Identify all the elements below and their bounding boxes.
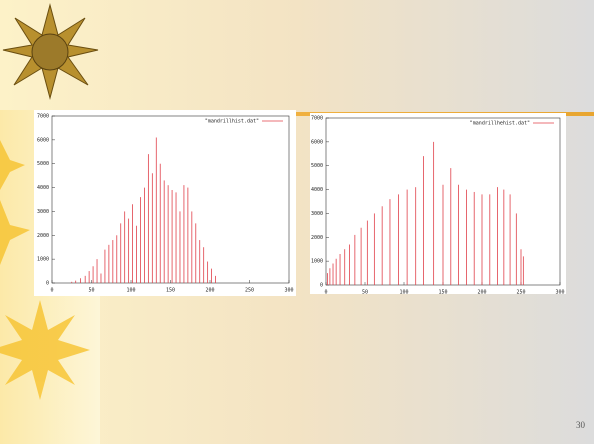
y-tick-label: 2000	[311, 235, 323, 241]
y-tick-label: 0	[320, 283, 323, 289]
y-tick-label: 4000	[37, 185, 49, 191]
x-tick-label: 50	[88, 288, 94, 294]
x-tick-label: 150	[438, 290, 447, 296]
legend-label: "mandrillhist.dat"	[205, 119, 259, 125]
x-tick-label: 100	[399, 290, 408, 296]
x-tick-label: 150	[166, 288, 175, 294]
y-tick-label: 0	[46, 281, 49, 287]
x-tick-label: 300	[284, 288, 293, 294]
x-tick-label: 200	[477, 290, 486, 296]
x-tick-label: 250	[245, 288, 254, 294]
y-tick-label: 2000	[37, 233, 49, 239]
legend-label: "mandrillhehist.dat"	[470, 121, 530, 127]
chart-panel	[34, 110, 296, 296]
x-tick-label: 100	[126, 288, 135, 294]
y-tick-label: 5000	[311, 163, 323, 169]
page-number: 30	[576, 420, 586, 430]
chart-panel	[310, 113, 566, 294]
y-tick-label: 1000	[311, 259, 323, 265]
x-tick-label: 200	[205, 288, 214, 294]
x-tick-label: 0	[324, 290, 327, 296]
y-tick-label: 4000	[311, 187, 323, 193]
x-tick-label: 300	[555, 290, 564, 296]
x-tick-label: 0	[50, 288, 53, 294]
y-tick-label: 5000	[37, 161, 49, 167]
x-tick-label: 50	[362, 290, 368, 296]
y-tick-label: 7000	[37, 114, 49, 120]
y-tick-label: 6000	[37, 137, 49, 143]
y-tick-label: 7000	[311, 116, 323, 122]
x-tick-label: 250	[516, 290, 525, 296]
slide: 30 0100020003000400050006000700005010015…	[0, 0, 594, 444]
y-tick-label: 1000	[37, 257, 49, 263]
y-tick-label: 3000	[37, 209, 49, 215]
y-tick-label: 3000	[311, 211, 323, 217]
y-tick-label: 6000	[311, 139, 323, 145]
